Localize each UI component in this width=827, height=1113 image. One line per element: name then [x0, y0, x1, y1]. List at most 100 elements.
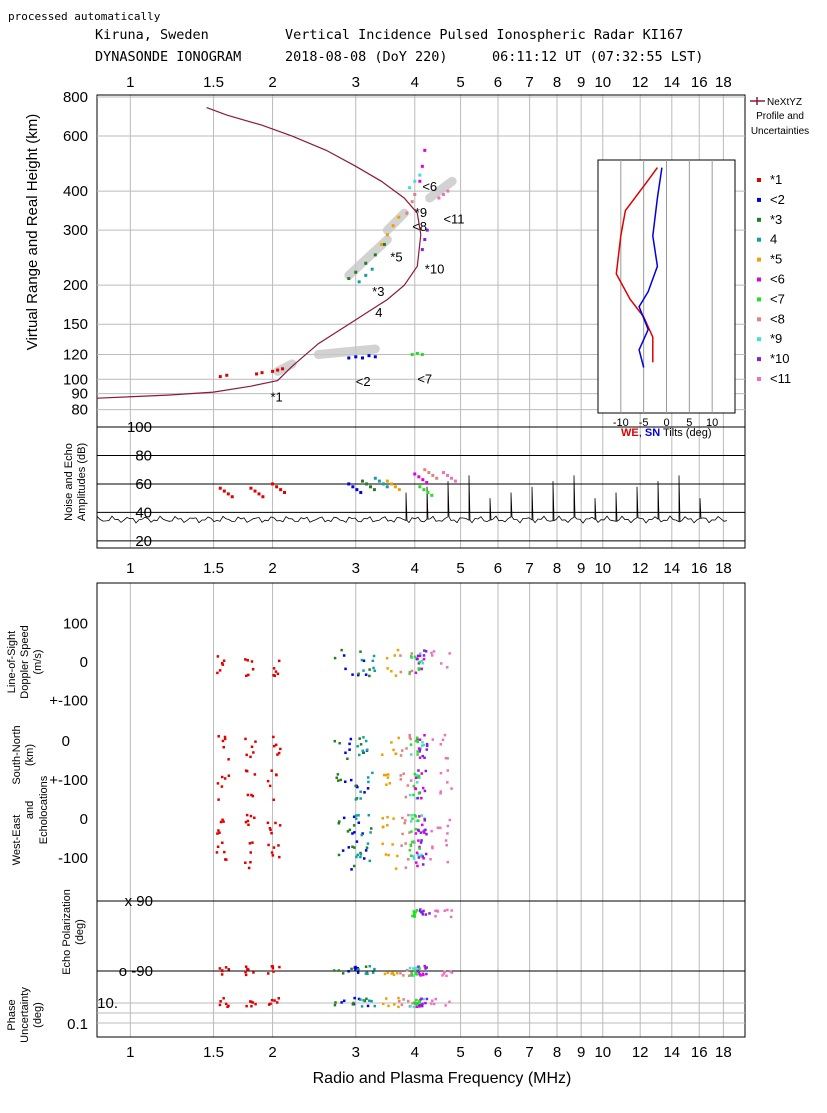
freq-tick-top: 9 [577, 74, 585, 91]
lower-echo-point [223, 777, 227, 780]
legend-swatch [757, 257, 761, 262]
freq-tick-mid: 6 [494, 560, 502, 577]
lower-echo-point [445, 974, 448, 978]
lower-echo-point [271, 854, 275, 857]
amp-echo-point [453, 479, 457, 483]
gray-echo-trace [382, 208, 409, 235]
lower-echo-point [357, 821, 361, 824]
lower-echo-point [373, 967, 376, 971]
lower-echo-point [368, 674, 371, 678]
lower-echo-point [430, 829, 433, 833]
lower-echo-point [348, 828, 352, 832]
amp-echo-point [230, 495, 234, 499]
lower-echo-point [276, 753, 279, 756]
lower-echo-point [367, 999, 371, 1002]
legend-label: <11 [770, 371, 791, 386]
legend-label: <7 [770, 291, 785, 306]
lower-echo-point [357, 997, 361, 1001]
lower-echo-point [445, 843, 448, 847]
amp-echo-point [279, 488, 283, 492]
lower-echo-point [436, 826, 440, 830]
lower-echo-point [410, 971, 413, 975]
amp-echo-point [351, 485, 355, 489]
phase-axis-label: (deg) [32, 1002, 44, 1028]
amp-echo-point [365, 482, 369, 486]
legend-swatch [757, 377, 761, 381]
lower-echo-point [342, 816, 346, 820]
lower-echo-point [333, 739, 337, 743]
freq-tick-mid: 1 [126, 560, 134, 577]
height-tick-label: 400 [63, 183, 88, 200]
lower-echo-point [416, 969, 420, 972]
lower-echo-point [394, 674, 398, 677]
lower-echo-point [362, 659, 366, 663]
doppler-tick-label: +-100 [49, 693, 88, 710]
sn-tick-label: 0 [62, 733, 70, 750]
lower-echo-point [333, 656, 337, 660]
lower-echo-point [413, 772, 417, 776]
lower-echo-point [446, 832, 449, 835]
lower-echo-point [360, 1005, 364, 1008]
lower-echo-point [415, 1001, 419, 1005]
lower-echo-point [431, 999, 434, 1003]
lower-echo-point [350, 967, 353, 971]
lower-echo-point [415, 736, 419, 740]
freq-tick-top: 12 [632, 74, 649, 91]
lower-echo-point [245, 1004, 248, 1008]
lower-echo-point [388, 782, 392, 785]
lower-echo-point [384, 997, 388, 1000]
lower-echo-point [422, 830, 425, 833]
x-mode-point [421, 913, 425, 916]
lower-echo-point [359, 855, 362, 859]
lower-echo-point [402, 772, 405, 776]
legend-label: <8 [770, 311, 785, 326]
lower-echo-point [419, 652, 422, 655]
lower-echo-point [430, 651, 433, 655]
echo-point [418, 179, 422, 183]
lower-echo-point [247, 823, 250, 827]
legend-swatch [757, 237, 761, 242]
lower-echo-point [416, 753, 419, 756]
freq-tick-bottom: 9 [577, 1044, 585, 1061]
lower-echo-point [269, 1002, 272, 1005]
lower-echo-point [410, 830, 413, 833]
echo-point [281, 367, 285, 371]
lower-echo-point [416, 654, 420, 658]
lower-echo-point [245, 753, 248, 757]
ionogram-time: 06:11:12 UT (07:32:55 LST) [492, 49, 704, 65]
amp-echo-point [446, 473, 450, 477]
lower-echo-point [391, 843, 394, 846]
lower-echo-point [371, 659, 375, 663]
lower-echo-point [385, 783, 388, 786]
lower-echo-point [409, 655, 413, 658]
lower-echo-point [386, 815, 389, 819]
lower-echo-point [441, 738, 445, 742]
lower-echo-point [401, 816, 404, 820]
lower-echo-point [422, 654, 426, 657]
lower-echo-point [272, 798, 275, 802]
lower-echo-point [272, 744, 276, 748]
lower-echo-point [270, 831, 273, 835]
lower-echo-point [274, 670, 278, 673]
lower-echo-point [219, 1000, 222, 1003]
lower-echo-point [364, 739, 368, 743]
lower-echo-point [216, 655, 220, 658]
lower-echo-point [439, 826, 442, 830]
freq-tick-mid: 9 [577, 560, 585, 577]
height-tick-label: 300 [63, 222, 88, 239]
lower-echo-point [441, 974, 444, 977]
nextyz-profile-line [96, 107, 422, 399]
freq-tick-top: 8 [553, 74, 561, 91]
doppler-tick-label: 0 [80, 654, 88, 671]
lower-echo-point [338, 741, 341, 745]
lower-echo-point [409, 737, 412, 741]
lower-echo-point [415, 1003, 419, 1007]
lower-echo-point [417, 828, 420, 832]
legend-swatch [757, 317, 761, 322]
lower-echo-point [253, 816, 256, 820]
lower-echo-point [420, 853, 423, 857]
lower-echo-point [446, 824, 450, 828]
lower-echo-point [369, 831, 372, 834]
lower-echo-point [218, 669, 222, 672]
echo-point [364, 273, 368, 277]
